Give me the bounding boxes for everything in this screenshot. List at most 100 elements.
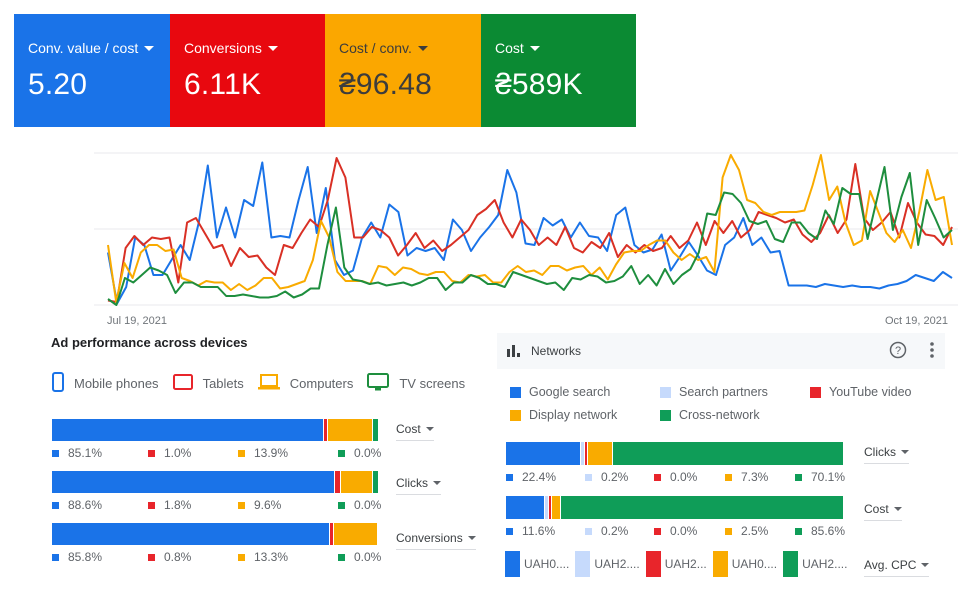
bar-segment-display-network[interactable] [551,496,561,519]
cpc-swatch [575,551,591,577]
percent-value: 0.0% [354,550,382,564]
cpc-item-search-partners: UAH2.... [575,551,640,577]
legend-swatch [506,473,513,481]
legend-item-search-partners[interactable]: Search partners [660,385,768,399]
bar-segment-tv-screens[interactable] [371,471,379,493]
percent-label-mobile-phones: 85.8% [52,550,102,564]
legend-swatch [338,449,345,457]
legend-item-computers[interactable]: Computers [257,374,353,393]
metric-select-label: Conversions [396,531,463,545]
bar-segment-google-search[interactable] [506,442,580,465]
bar-segment-tv-screens[interactable] [371,419,378,441]
bar-segment-tablets[interactable] [333,471,341,493]
metric-select-label: Cost [864,502,889,516]
devices-legend: Mobile phones Tablets Computers TV scree… [52,372,479,395]
bar-segment-tablets[interactable] [322,419,327,441]
legend-swatch [510,409,521,421]
laptop-icon [257,374,280,393]
scorecard-conversions[interactable]: Conversions 6.11K [170,14,325,127]
legend-item-mobile-phones[interactable]: Mobile phones [52,372,159,395]
bar-segment-tablets[interactable] [329,523,333,545]
performance-line-chart[interactable] [94,150,958,330]
bar-segment-computers[interactable] [326,419,372,441]
legend-swatch [338,501,345,509]
bar-segment-tv-screens[interactable] [377,523,378,545]
percent-label-google-search: 22.4% [506,470,556,484]
percent-label-computers: 9.6% [238,498,281,512]
bar-segment-cross-network[interactable] [611,442,843,465]
legend-label: Mobile phones [74,376,159,391]
bar-segment-computers[interactable] [340,471,372,493]
avg-cpc-metric-select[interactable]: Avg. CPC [864,558,930,577]
device-percent-row: 88.6% 1.8% 9.6% 0.0% [52,498,381,512]
legend-swatch [238,553,245,561]
legend-item-tablets[interactable]: Tablets [172,374,244,393]
bar-segment-mobile-phones[interactable] [52,419,323,441]
network-bar-clicks[interactable] [506,442,843,465]
legend-swatch [148,553,155,561]
scorecard-cost-per-conv[interactable]: Cost / conv. ₴96.48 [325,14,481,127]
network-metric-select-clicks[interactable]: Clicks [864,445,909,464]
cpc-item-cross-network: UAH2.... [783,551,847,577]
device-bar-cost[interactable] [52,419,378,441]
legend-label: TV screens [399,376,466,391]
device-metric-select-cost[interactable]: Cost [396,422,434,441]
legend-swatch [52,553,59,561]
legend-label: Google search [529,385,611,399]
percent-value: 85.1% [68,446,103,460]
legend-swatch [52,449,59,457]
percent-value: 11.6% [522,524,556,538]
legend-item-tv-screens[interactable]: TV screens [367,373,465,394]
percent-label-tablets: 1.8% [148,498,191,512]
percent-value: 85.8% [68,550,103,564]
cpc-item-youtube-video: UAH2... [645,551,707,577]
series-line-conversions[interactable] [107,157,953,303]
bar-segment-youtube-video[interactable] [548,496,552,519]
legend-swatch [506,527,513,535]
scorecard-value: 6.11K [184,68,262,101]
device-bar-clicks[interactable] [52,471,379,493]
bar-segment-search-partners[interactable] [579,442,584,465]
scorecard-cost[interactable]: Cost ₴589K [481,14,636,127]
bar-segment-search-partners[interactable] [544,496,549,519]
help-icon[interactable]: ? [889,341,907,359]
percent-label-youtube-video: 0.0% [654,524,697,538]
network-bar-cost[interactable] [506,496,843,519]
device-metric-select-conversions[interactable]: Conversions [396,531,476,550]
cpc-swatch [783,551,799,577]
bar-segment-mobile-phones[interactable] [52,523,330,545]
networks-card-header: Networks ? [497,333,945,369]
series-line-cost[interactable] [107,166,953,306]
scorecard-conv-value-cost[interactable]: Conv. value / cost 5.20 [14,14,170,127]
more-vert-icon[interactable] [929,341,935,359]
bar-segment-cross-network[interactable] [560,496,843,519]
percent-value: 85.6% [811,524,846,538]
percent-value: 2.5% [741,524,769,538]
percent-value: 0.0% [354,446,382,460]
percent-value: 0.0% [354,498,382,512]
metric-select-label: Clicks [396,476,428,490]
bar-segment-google-search[interactable] [506,496,545,519]
legend-item-cross-network[interactable]: Cross-network [660,408,760,422]
legend-swatch [654,527,661,535]
legend-item-google-search[interactable]: Google search [510,385,610,399]
bar-segment-display-network[interactable] [586,442,612,465]
percent-label-tv-screens: 0.0% [338,446,381,460]
scorecard-value: ₴589K [495,68,583,101]
network-metric-select-cost[interactable]: Cost [864,502,902,521]
device-metric-select-clicks[interactable]: Clicks [396,476,441,495]
percent-value: 88.6% [68,498,103,512]
device-bar-conversions[interactable] [52,523,378,545]
bar-segment-mobile-phones[interactable] [52,471,334,493]
series-line-conv-value-cost[interactable] [107,161,953,305]
cpc-value: UAH0.... [524,557,570,571]
series-line-cost-conv[interactable] [107,154,953,303]
legend-item-youtube-video[interactable]: YouTube video [810,385,911,399]
percent-label-tv-screens: 0.0% [338,498,381,512]
percent-label-cross-network: 85.6% [795,524,845,538]
bar-segment-computers[interactable] [333,523,377,545]
caret-down-icon [417,45,428,51]
bar-segment-youtube-video[interactable] [583,442,587,465]
legend-swatch [810,386,821,398]
legend-item-display-network[interactable]: Display network [510,408,617,422]
